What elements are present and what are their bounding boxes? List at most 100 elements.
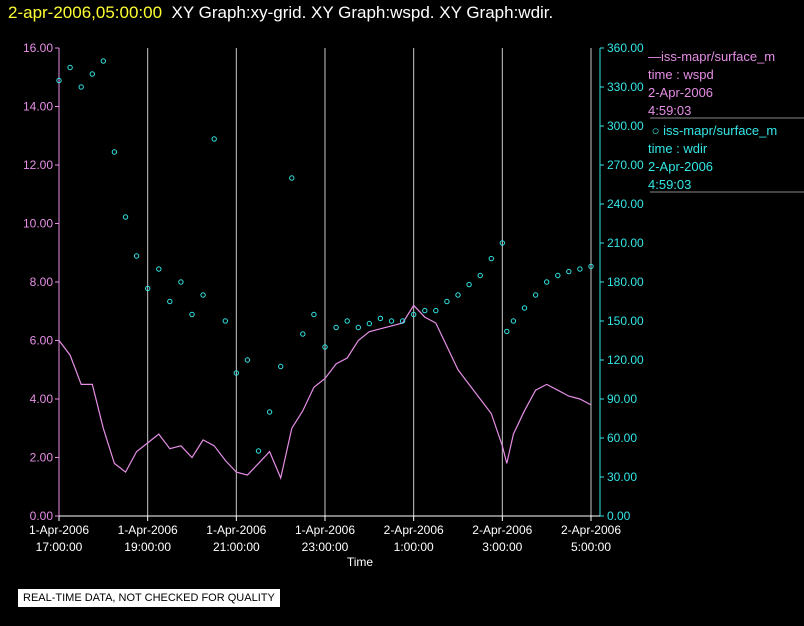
right-y-tick-label: 30.00 [607,470,637,484]
wdir-point [178,279,184,285]
right-y-tick-label: 330.00 [607,80,644,94]
right-y-tick-label: 60.00 [607,431,637,445]
x-tick-label-date: 1-Apr-2006 [118,523,178,537]
wdir-point [344,318,350,324]
x-tick-label-time: 21:00:00 [213,540,260,554]
x-tick-label-date: 2-Apr-2006 [561,523,621,537]
x-axis-label: Time [347,555,374,569]
wdir-point [399,318,406,324]
wdir-point [200,292,206,298]
left-y-tick-label: 14.00 [23,100,53,114]
wdir-point [521,305,528,311]
legend-wdir-var: time : wdir [648,141,708,156]
wdir-point [504,328,510,335]
x-tick-label-date: 1-Apr-2006 [29,523,89,537]
wdir-point [499,240,505,246]
x-tick-label-date: 1-Apr-2006 [206,523,266,537]
x-tick-label-time: 5:00:00 [571,540,611,554]
wdir-point [211,136,217,142]
wdir-point [300,331,306,337]
legend-wspd-name: —iss-mapr/surface_m [648,49,776,64]
x-tick-label-time: 1:00:00 [394,540,434,554]
wdir-point [510,318,517,324]
wdir-point [266,409,273,415]
wdir-series-points [56,58,594,454]
wdir-point [156,266,162,272]
x-tick-label-time: 19:00:00 [124,540,171,554]
right-y-tick-label: 120.00 [607,353,644,367]
wdir-point [167,298,173,305]
wdir-point [377,315,384,322]
timestamp-label: 2-apr-2006,05:00:00 [8,3,163,22]
wdir-point [67,64,73,71]
wdir-point [333,324,339,331]
wdir-point [566,268,572,275]
legend-wdir-time: 4:59:03 [648,177,692,192]
wdir-point [422,307,428,314]
wdir-point [466,281,472,288]
quality-disclaimer: REAL-TIME DATA, NOT CHECKED FOR QUALITY [18,589,280,607]
wdir-point [388,318,395,324]
wdir-point [189,311,195,318]
x-tick-label-time: 17:00:00 [36,540,83,554]
left-y-tick-label: 2.00 [30,451,54,465]
left-y-tick-label: 12.00 [23,158,53,172]
legend-wdir-date: 2-Apr-2006 [648,159,714,174]
wdir-point [322,344,328,350]
wdir-point [278,363,284,370]
legend-wspd-time: 4:59:03 [648,103,692,118]
graph-titles: XY Graph:xy-grid. XY Graph:wspd. XY Grap… [171,3,554,22]
wdir-point [222,318,229,324]
wdir-point [244,357,251,363]
left-y-tick-label: 0.00 [30,509,54,523]
wdir-point [532,292,539,298]
wdir-point [311,311,317,318]
right-y-tick-label: 210.00 [607,236,644,250]
wdir-point [145,285,151,292]
left-y-tick-label: 8.00 [30,275,54,289]
legend-wspd-var: time : wspd [648,67,714,82]
wdir-point [355,324,361,331]
wdir-point [477,272,483,279]
wdir-point [78,84,84,90]
wdir-point [555,272,561,279]
wdir-point [111,149,118,155]
wdir-point [133,253,140,259]
wdir-point [577,266,583,272]
legend-wspd-date: 2-Apr-2006 [648,85,714,100]
right-y-tick-label: 240.00 [607,197,644,211]
x-tick-label-date: 2-Apr-2006 [384,523,444,537]
wdir-point [233,370,240,376]
right-y-tick-label: 0.00 [607,509,631,523]
x-tick-label-time: 23:00:00 [302,540,349,554]
wdir-point [544,279,550,285]
right-y-tick-label: 90.00 [607,392,637,406]
wdir-point [455,292,461,298]
wdir-point [56,77,62,84]
x-tick-label-time: 3:00:00 [482,540,522,554]
wdir-point [100,58,107,64]
wdir-point [488,255,494,262]
wdir-point [433,307,439,314]
wdir-point [411,311,417,318]
right-y-tick-label: 150.00 [607,314,644,328]
wdir-point [89,71,96,77]
right-y-tick-label: 300.00 [607,119,644,133]
wdir-point [588,263,594,270]
chart-header: 2-apr-2006,05:00:00 XY Graph:xy-grid. XY… [8,2,553,24]
x-tick-label-date: 1-Apr-2006 [295,523,355,537]
left-y-tick-label: 16.00 [23,41,53,55]
wspd-series-line [58,304,592,480]
wdir-point [289,175,295,181]
left-y-tick-label: 6.00 [30,334,54,348]
legend-wdir: ○ iss-mapr/surface_m time : wdir 2-Apr-2… [648,122,804,194]
left-y-tick-label: 10.00 [23,217,53,231]
left-y-tick-label: 4.00 [30,392,54,406]
x-tick-label-date: 2-Apr-2006 [472,523,532,537]
wdir-point [366,320,372,327]
legend-wspd: —iss-mapr/surface_m time : wspd 2-Apr-20… [648,48,804,120]
right-y-tick-label: 180.00 [607,275,644,289]
right-y-tick-label: 270.00 [607,158,644,172]
legend-wdir-name: ○ iss-mapr/surface_m [648,123,778,138]
